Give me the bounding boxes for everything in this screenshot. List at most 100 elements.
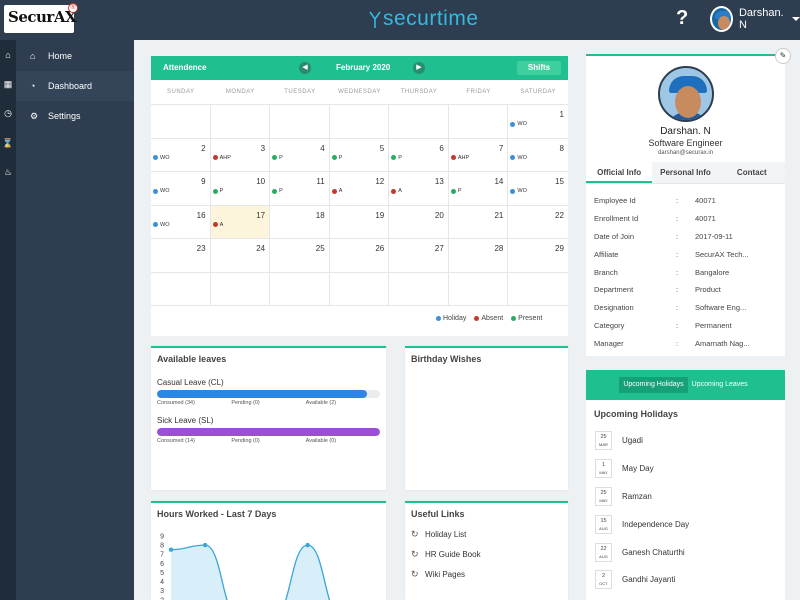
calendar-icon[interactable]: ▦: [3, 78, 13, 89]
calendar-day-cell[interactable]: 22: [508, 206, 568, 239]
calendar-day-cell[interactable]: [270, 272, 330, 306]
edit-icon[interactable]: ✎: [775, 48, 791, 64]
field-value: Software Eng...: [695, 303, 747, 313]
status-code: A: [398, 188, 402, 194]
status-dot: [212, 188, 218, 194]
calendar-day-cell[interactable]: 25: [270, 239, 330, 273]
calendar-day-cell[interactable]: [151, 272, 211, 306]
field-key: Enrollment Id: [594, 214, 639, 224]
card-title: Available leaves: [157, 354, 227, 364]
calendar-day-cell[interactable]: 28: [448, 239, 509, 273]
calendar-day-cell[interactable]: [389, 105, 449, 139]
sidebar-item-settings[interactable]: ⚙ Settings: [16, 101, 134, 131]
user-menu[interactable]: Darshan. N: [710, 6, 800, 32]
calendar-day-cell[interactable]: 14 P: [448, 172, 509, 206]
useful-link[interactable]: ↻ Wiki Pages: [405, 564, 568, 584]
refresh-icon: ↻: [411, 548, 419, 559]
holiday-item: 2 OCT Gandhi Jayanti: [586, 566, 785, 594]
y-tick-label: 9: [160, 534, 164, 541]
chevron-left-icon[interactable]: ◀: [299, 62, 311, 74]
help-icon[interactable]: ?: [676, 7, 689, 29]
chevron-right-icon[interactable]: ▶: [413, 62, 425, 74]
tab-personal-info[interactable]: Personal Info: [652, 162, 719, 183]
calendar-day-cell[interactable]: [389, 272, 449, 306]
home-icon[interactable]: ⌂: [5, 49, 11, 60]
calendar-day-cell[interactable]: 15 WO: [508, 172, 568, 206]
holiday-name: Independence Day: [622, 519, 690, 529]
calendar-day-cell[interactable]: 24: [210, 239, 271, 273]
calendar-day-cell[interactable]: 9 WO: [151, 172, 211, 206]
calendar-day-cell[interactable]: 10 P: [210, 172, 271, 206]
calendar-day-cell[interactable]: [448, 105, 509, 139]
leave-type-label: Sick Leave (SL): [157, 416, 214, 425]
hours-point[interactable]: [168, 547, 174, 552]
status-code: A: [219, 221, 224, 228]
hours-point[interactable]: [305, 542, 310, 548]
calendar-day-cell[interactable]: 13 A: [389, 172, 449, 206]
status-code: P: [338, 154, 343, 161]
calendar-day-cell[interactable]: 23: [151, 239, 211, 273]
attendance-status: A: [212, 221, 224, 228]
top-bar: SecurAX ® securtime ? Darshan. N: [0, 0, 800, 40]
clock-icon[interactable]: ◷: [4, 108, 12, 119]
status-code: WO: [160, 221, 170, 228]
day-number: 17: [256, 210, 266, 220]
tab-official-info[interactable]: Official Info: [586, 162, 653, 183]
calendar-day-cell[interactable]: 7 AHP: [448, 138, 509, 172]
securax-logo[interactable]: SecurAX ®: [4, 3, 78, 33]
status-dot: [212, 155, 218, 160]
calendar-day-cell[interactable]: [210, 272, 271, 306]
sidebar-item-home[interactable]: ⌂ Home: [16, 41, 134, 71]
gear-icon: ⚙: [30, 110, 39, 121]
calendar-day-cell[interactable]: 17 A: [210, 205, 271, 239]
bell-icon[interactable]: ♨: [3, 167, 13, 178]
calendar-day-cell[interactable]: 12 A: [329, 172, 390, 206]
calendar-day-cell[interactable]: 1 WO: [508, 105, 568, 139]
day-number: 1: [559, 110, 564, 119]
card-title: Birthday Wishes: [411, 354, 482, 364]
day-number: 22: [555, 210, 564, 220]
useful-link[interactable]: ↻ Holiday List: [405, 524, 568, 544]
calendar-day-cell[interactable]: [448, 272, 509, 306]
calendar-day-cell[interactable]: [508, 273, 568, 306]
calendar-day-cell[interactable]: [329, 105, 390, 139]
calendar-day-cell[interactable]: [329, 272, 390, 306]
tab-upcoming-holidays[interactable]: Upcoming Holidays: [619, 377, 688, 393]
tab-contact[interactable]: Contact: [718, 162, 785, 183]
profile-field-row: Employee Id: 40071: [594, 192, 779, 210]
calendar-day-cell[interactable]: 27: [389, 239, 449, 273]
calendar-day-cell[interactable]: 8 WO: [508, 139, 568, 172]
calendar-day-cell[interactable]: 29: [508, 239, 568, 273]
useful-link[interactable]: ↻ HR Guide Book: [405, 544, 568, 564]
hourglass-icon[interactable]: ⌛: [2, 137, 14, 148]
calendar-day-cell[interactable]: [210, 105, 271, 139]
holiday-month: AUG: [599, 553, 608, 559]
attendance-status: P: [272, 188, 283, 194]
hours-point[interactable]: [202, 542, 208, 548]
attendance-status: P: [450, 188, 461, 194]
calendar-day-cell[interactable]: [151, 105, 211, 139]
weekday-label: THURSDAY: [389, 80, 449, 105]
calendar-day-cell[interactable]: 11 P: [270, 172, 330, 206]
sidebar-item-dashboard[interactable]: ◔ Dashboard: [16, 71, 134, 101]
calendar-day-cell[interactable]: 21: [448, 205, 509, 239]
calendar-day-cell[interactable]: 20: [389, 205, 449, 239]
calendar-day-cell[interactable]: 3 AHP: [210, 138, 271, 172]
shifts-button[interactable]: Shifts: [517, 61, 561, 75]
home-icon: ⌂: [30, 51, 36, 61]
calendar-day-cell[interactable]: 16 WO: [151, 205, 211, 239]
holiday-date: 1 MAY: [595, 459, 612, 479]
calendar-day-cell[interactable]: 2 WO: [151, 138, 211, 172]
calendar-day-cell[interactable]: 19: [329, 205, 390, 239]
legend-item: Absent: [474, 315, 503, 322]
tab-upcoming-leaves[interactable]: Upcoming Leaves: [691, 381, 748, 388]
holiday-item: 22 AUG Ganesh Chaturthi: [586, 538, 785, 566]
calendar-day-cell[interactable]: 26: [329, 239, 390, 273]
calendar-day-cell[interactable]: 18: [270, 205, 330, 239]
available-leaves-card: Available leaves Casual Leave (CL) Consum…: [151, 346, 386, 490]
attendance-status: WO: [510, 155, 527, 161]
calendar-day-cell[interactable]: [270, 105, 330, 139]
